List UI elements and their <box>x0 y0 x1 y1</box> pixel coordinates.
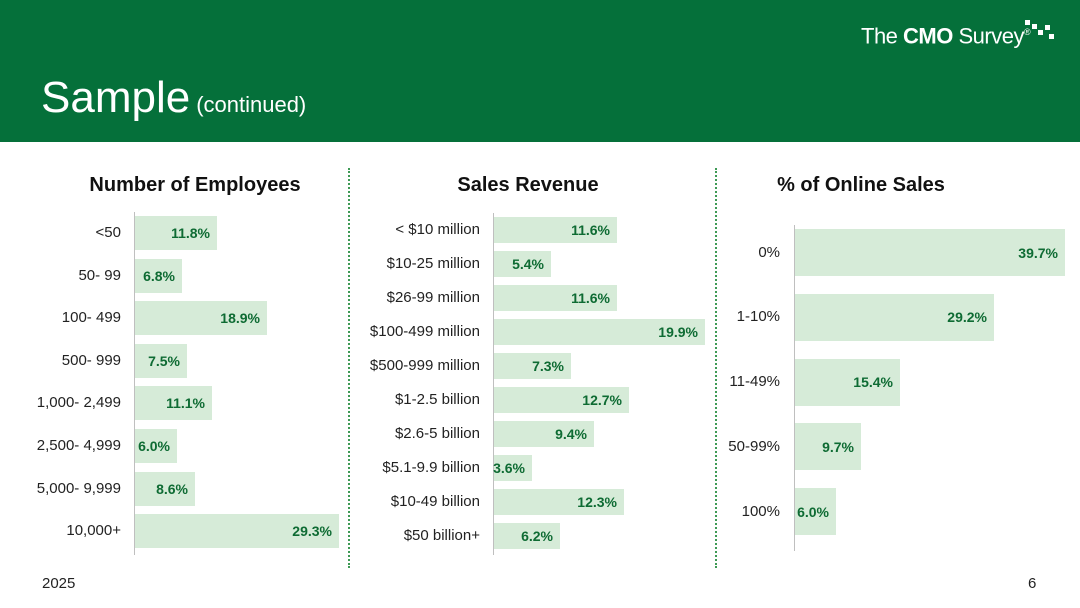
cmo-survey-logo: The CMO Survey® <box>861 18 1031 50</box>
header-band: Sample (continued) The CMO Survey® <box>0 0 1080 142</box>
category-label: <50 <box>95 224 121 241</box>
category-label: $10-25 million <box>386 255 480 272</box>
bar <box>494 455 532 481</box>
value-label: 6.0% <box>138 438 170 454</box>
chart-title: Number of Employees <box>89 174 301 196</box>
chart-axis <box>493 213 494 555</box>
chart-axis <box>134 212 135 555</box>
value-label: 39.7% <box>1018 244 1058 261</box>
bar <box>494 387 629 413</box>
value-label: 15.4% <box>853 374 893 391</box>
bar <box>494 353 571 379</box>
bar <box>135 258 182 293</box>
category-label: $2.6-5 billion <box>394 425 480 442</box>
value-label: 12.7% <box>582 392 622 408</box>
category-label: $5.1-9.9 billion <box>382 459 480 476</box>
chart-divider <box>348 168 350 568</box>
footer-year: 2025 <box>42 575 76 592</box>
bar <box>494 319 705 345</box>
category-label: $500-999 million <box>369 357 480 374</box>
category-label: 50-99% <box>728 437 780 455</box>
bar <box>494 489 624 515</box>
page-title: Sample (continued) <box>41 72 306 131</box>
value-label: 6.0% <box>797 503 829 520</box>
value-label: 9.7% <box>822 438 854 455</box>
bar <box>135 216 217 250</box>
bar <box>135 514 339 549</box>
chart-title: Sales Revenue <box>457 174 599 196</box>
page-number: 6 <box>1028 575 1037 592</box>
bar <box>135 429 177 463</box>
logo-prefix: The <box>861 23 904 49</box>
category-label: $100-499 million <box>369 323 480 340</box>
category-label: 5,000- 9,999 <box>36 479 121 497</box>
category-label: 1-10% <box>736 308 780 326</box>
bar <box>494 421 594 447</box>
bar <box>795 423 861 471</box>
value-label: 11.6% <box>571 222 610 238</box>
value-label: 29.2% <box>947 309 987 326</box>
category-label: 500- 999 <box>61 351 121 369</box>
bar <box>795 488 836 536</box>
category-label: 100% <box>741 502 780 520</box>
category-label: $1-2.5 billion <box>394 391 480 408</box>
chart-divider <box>715 168 717 568</box>
category-label: $26-99 million <box>386 289 480 306</box>
bar <box>494 523 560 549</box>
page-title-text: Sample <box>41 73 191 122</box>
logo-suffix: Survey <box>952 23 1024 49</box>
bar <box>494 285 617 311</box>
value-label: 3.6% <box>493 460 525 476</box>
value-label: 12.3% <box>577 494 617 510</box>
category-label: 10,000+ <box>66 522 121 540</box>
value-label: 8.6% <box>156 480 188 497</box>
value-label: 11.8% <box>171 225 210 241</box>
bar <box>494 251 551 277</box>
bar <box>135 471 195 506</box>
chart-title: % of Online Sales <box>777 174 945 196</box>
value-label: 11.6% <box>571 290 610 306</box>
value-label: 6.2% <box>521 528 553 544</box>
category-label: $10-49 billion <box>390 493 480 510</box>
category-label: 11-49% <box>729 373 780 391</box>
logo-mark: ® <box>1023 27 1031 37</box>
logo-dots-icon <box>1025 20 1055 42</box>
logo-bold: CMO <box>903 23 953 49</box>
bar <box>494 217 617 243</box>
bar <box>795 293 994 341</box>
value-label: 5.4% <box>512 256 544 272</box>
value-label: 11.1% <box>166 395 205 412</box>
value-label: 29.3% <box>292 523 332 540</box>
value-label: 9.4% <box>555 426 587 442</box>
bar <box>135 386 212 421</box>
category-label: < $10 million <box>395 221 480 238</box>
category-label: 100- 499 <box>61 309 121 327</box>
bar <box>135 343 187 378</box>
value-label: 6.8% <box>143 267 175 284</box>
value-label: 7.3% <box>532 358 564 374</box>
page-subtitle: (continued) <box>196 92 307 117</box>
category-label: 2,500- 4,999 <box>36 437 121 454</box>
category-label: 1,000- 2,499 <box>36 394 121 412</box>
category-label: 50- 99 <box>78 266 121 284</box>
bar <box>795 358 900 406</box>
value-label: 7.5% <box>148 352 180 369</box>
category-label: 0% <box>758 243 780 261</box>
value-label: 19.9% <box>658 324 698 340</box>
chart-axis <box>794 225 795 551</box>
category-label: $50 billion+ <box>403 527 480 544</box>
bar <box>135 301 267 336</box>
bar <box>795 229 1065 276</box>
value-label: 18.9% <box>220 310 260 327</box>
